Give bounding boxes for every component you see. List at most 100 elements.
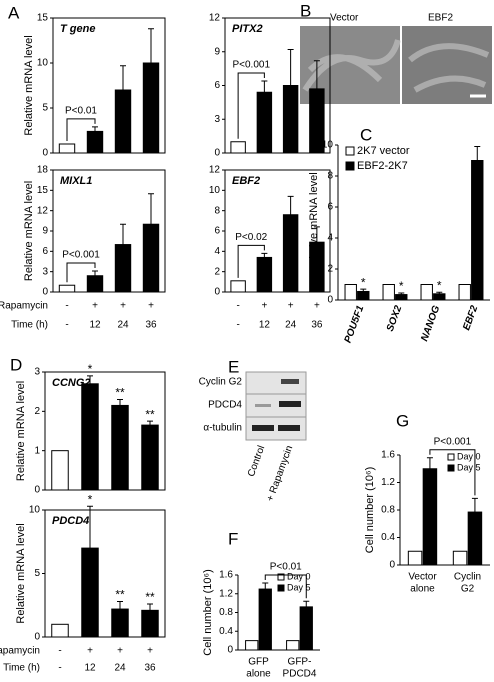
- condition: 12: [89, 320, 101, 331]
- error-bar: [117, 600, 123, 610]
- bracket: [237, 244, 265, 278]
- error-bar: [426, 457, 433, 469]
- y-tick-label: 9: [214, 46, 220, 57]
- image-ebf2: [402, 26, 492, 104]
- error-bar: [471, 497, 478, 513]
- y-tick-label: 6: [214, 80, 220, 91]
- error-bar: [262, 582, 269, 590]
- condition: +: [120, 301, 126, 312]
- x-tick-label: POU5F1: [343, 304, 367, 345]
- microscopy: [300, 26, 492, 104]
- bar: [81, 547, 99, 638]
- y-tick-label: 0.8: [219, 607, 233, 618]
- panel-label: D: [10, 355, 22, 374]
- y-tick-label: 3: [214, 114, 220, 125]
- y-tick-label: 10: [37, 58, 49, 69]
- significance: *: [399, 279, 404, 293]
- row-label: Rapamycin: [0, 301, 48, 312]
- condition: 24: [114, 663, 126, 674]
- blot-row-label: α-tubulin: [203, 423, 242, 434]
- y-axis-label: Cell number (10⁶): [202, 569, 214, 655]
- error-bar: [398, 292, 405, 295]
- y-tick-label: 12: [37, 205, 49, 216]
- significance: *: [88, 362, 93, 376]
- bar: [258, 588, 272, 651]
- error-bar: [313, 60, 320, 89]
- row-label: Rapamycin: [0, 646, 40, 657]
- x-tick-label: GFP-: [288, 657, 312, 668]
- condition: 24: [285, 320, 297, 331]
- significance: *: [88, 492, 93, 506]
- bar: [395, 294, 408, 301]
- panel-label: A: [8, 3, 20, 22]
- bar: [230, 141, 246, 154]
- y-tick-label: 0: [389, 560, 395, 571]
- legend-label: EBF2-2K7: [357, 160, 408, 172]
- y-tick-label: 0: [214, 148, 220, 159]
- bar: [86, 275, 104, 293]
- bar: [282, 214, 299, 293]
- error-bar: [360, 288, 367, 292]
- condition: 12: [84, 663, 96, 674]
- y-tick-label: 0: [34, 632, 40, 643]
- condition: -: [58, 646, 61, 657]
- chart-title: T gene: [60, 23, 95, 35]
- y-tick-label: 0: [34, 485, 40, 496]
- y-tick-label: 0.4: [219, 626, 233, 637]
- legend-label: 2K7 vector: [357, 145, 410, 157]
- p-value: P<0.001: [434, 436, 472, 447]
- x-tick-label: Cyclin: [454, 572, 481, 583]
- chart-title: EBF2: [232, 175, 260, 187]
- legend-swatch: [277, 573, 285, 581]
- y-tick-label: 0: [214, 287, 220, 298]
- panel-label: F: [228, 529, 238, 548]
- panel-label: B: [300, 1, 311, 20]
- x-tick-label: Vector: [408, 572, 437, 583]
- y-tick-label: 3: [34, 367, 40, 378]
- condition: +: [314, 301, 320, 312]
- legend-label: Day 0: [457, 451, 481, 461]
- y-tick-label: 4: [214, 246, 220, 257]
- error-bar: [87, 375, 93, 384]
- y-tick-label: 0: [327, 295, 333, 306]
- bar: [111, 404, 129, 491]
- y-tick-label: 12: [209, 165, 221, 176]
- p-value: P<0.01: [65, 106, 97, 117]
- bar: [299, 606, 313, 651]
- chart-title: PITX2: [232, 23, 263, 35]
- y-tick-label: 3: [42, 266, 48, 277]
- condition: -: [65, 301, 68, 312]
- y-tick-label: 2: [34, 406, 40, 417]
- significance: *: [437, 278, 442, 292]
- bracket: [264, 574, 307, 599]
- error-bar: [148, 193, 154, 225]
- x-tick-label: alone: [246, 669, 271, 680]
- legend-label: Day 5: [457, 462, 481, 472]
- y-tick-label: 8: [327, 171, 333, 182]
- bar: [357, 290, 370, 301]
- bar: [58, 284, 76, 293]
- condition: -: [236, 301, 239, 312]
- y-tick-label: 1.6: [219, 570, 233, 581]
- legend-swatch: [447, 464, 455, 472]
- significance: **: [115, 588, 125, 602]
- x-tick-label: SOX2: [385, 304, 405, 333]
- bar: [256, 91, 273, 154]
- plot-frame: [52, 17, 166, 154]
- p-value: P<0.001: [62, 250, 100, 261]
- legend-swatch: [447, 453, 455, 461]
- error-bar: [147, 420, 153, 426]
- legend-swatch: [345, 161, 355, 171]
- condition: +: [288, 301, 294, 312]
- y-tick-label: 2: [214, 266, 220, 277]
- error-bar: [147, 603, 153, 611]
- bar: [245, 640, 259, 651]
- error-bar: [92, 270, 98, 276]
- bar: [344, 284, 357, 301]
- error-bar: [87, 505, 93, 549]
- blot-row-label: Cyclin G2: [199, 377, 243, 388]
- y-tick-label: 8: [214, 205, 220, 216]
- panel-label: E: [228, 357, 239, 376]
- y-tick-label: 0: [227, 645, 233, 656]
